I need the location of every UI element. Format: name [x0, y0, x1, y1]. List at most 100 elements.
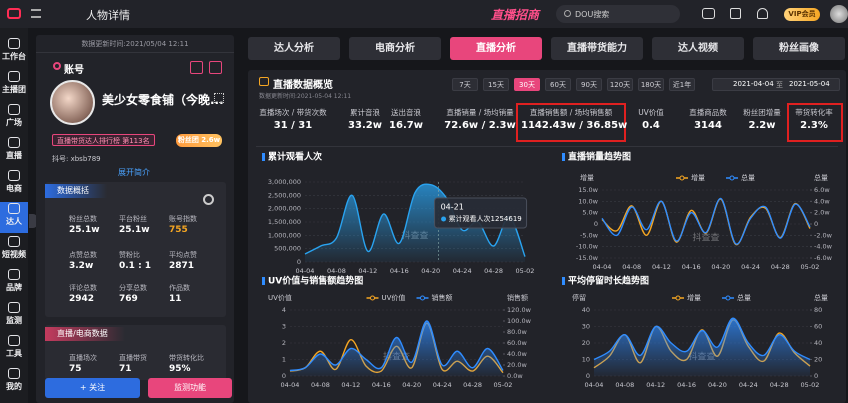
stat-value: 0.1 : 1 [119, 261, 152, 271]
expand-intro[interactable]: 展开简介 [118, 168, 150, 177]
x-tick-label: 04-20 [421, 267, 440, 275]
x-tick-label: 04-28 [484, 267, 503, 275]
sidebar-label[interactable]: 监测 [6, 316, 22, 325]
overview-stat-value: 72.6w / 2.3w [444, 120, 516, 131]
chart-title: UV价值与销售额趋势图 [268, 275, 363, 287]
sidebar-toggle[interactable] [29, 214, 37, 228]
x-tick-label: 04-20 [402, 381, 421, 389]
qr-icon[interactable] [214, 93, 224, 103]
sidebar-icon[interactable] [8, 203, 20, 214]
period-button[interactable]: 15天 [483, 78, 509, 91]
icon[interactable] [730, 8, 741, 19]
tab[interactable]: 直播带货能力 [551, 37, 643, 60]
stat-value: 3.2w [69, 261, 94, 271]
sidebar-label[interactable]: 品牌 [6, 283, 22, 292]
monitor-button[interactable]: 监测功能 [148, 378, 232, 398]
panel-divider [36, 52, 234, 53]
sidebar-icon[interactable] [8, 137, 20, 148]
page-title: 人物详情 [86, 9, 130, 22]
sidebar-icon[interactable] [8, 302, 20, 313]
sidebar-label[interactable]: 工具 [6, 349, 22, 358]
sidebar-label[interactable]: 达人 [6, 217, 22, 226]
period-button[interactable]: 30天 [514, 78, 540, 91]
overview-stat-value: 0.4 [642, 120, 660, 131]
date-range[interactable] [712, 78, 840, 91]
y2-tick-label: 60 [814, 323, 822, 331]
y-tick-label: 2 [282, 339, 286, 347]
y2-axis-label: 总量 [814, 293, 828, 302]
tab[interactable]: 电商分析 [349, 37, 441, 60]
tab[interactable]: 达人视频 [652, 37, 744, 60]
legend-label: 总量 [741, 173, 755, 182]
chart-title: 直播销量趋势图 [568, 151, 631, 163]
sidebar-label[interactable]: 直播 [6, 151, 22, 160]
menu-icon[interactable] [31, 9, 41, 18]
user-avatar[interactable] [830, 5, 848, 23]
icon[interactable] [757, 8, 768, 19]
stat-value: 25.1w [119, 225, 150, 235]
rank-badge[interactable]: 直播带货达人排行榜 第113名 [52, 134, 155, 146]
period-button[interactable]: 120天 [607, 78, 633, 91]
y-tick-label: 15.0w [578, 186, 598, 194]
legend-dot [675, 295, 681, 301]
refresh-button[interactable] [203, 194, 214, 205]
search-box[interactable] [556, 5, 680, 23]
y-tick-label: -10.0w [576, 243, 599, 251]
x-tick-label: 04-16 [390, 267, 409, 275]
export-button[interactable] [190, 61, 203, 74]
stat-label: 点赞总数 [69, 251, 97, 259]
x-tick-label: 05-02 [801, 263, 820, 271]
period-button[interactable]: 90天 [576, 78, 602, 91]
period-button[interactable]: 180天 [638, 78, 664, 91]
area [305, 184, 525, 262]
y2-tick-label: 0.0w [507, 372, 523, 380]
sidebar-label[interactable]: 工作台 [2, 52, 26, 61]
tab[interactable]: 达人分析 [248, 37, 340, 60]
sidebar-icon[interactable] [8, 71, 20, 82]
stat-value: 755 [169, 225, 188, 235]
x-tick-label: 04-08 [615, 381, 634, 389]
icon[interactable] [702, 8, 715, 19]
overview-stat-value: 2.2w [748, 120, 776, 131]
sidebar-icon[interactable] [8, 104, 20, 115]
y2-tick-label: 40 [814, 339, 822, 347]
sidebar-label[interactable]: 广场 [6, 118, 22, 127]
sidebar-icon[interactable] [8, 368, 20, 379]
brand[interactable]: 直播招商 [491, 8, 540, 22]
share-button[interactable] [209, 61, 222, 74]
y-tick-label: 10.0w [578, 197, 598, 205]
y2-tick-label: 6.0w [814, 186, 830, 194]
x-tick-label: 04-20 [711, 263, 730, 271]
sidebar-icon[interactable] [8, 170, 20, 181]
tab[interactable]: 粉丝画像 [753, 37, 845, 60]
sidebar-label[interactable]: 电商 [6, 184, 22, 193]
overview-stat-label: 带货转化率 [795, 108, 833, 117]
x-tick-label: 04-24 [741, 263, 760, 271]
vip-badge[interactable]: VIP会员 [784, 8, 820, 21]
follow-button[interactable]: + 关注 [45, 378, 140, 398]
top-bar [0, 0, 848, 28]
y2-axis-label: 销售额 [507, 293, 528, 302]
y-tick-label: 40 [582, 306, 590, 314]
logo [7, 8, 21, 19]
sidebar-icon[interactable] [8, 38, 20, 49]
x-tick-label: 04-08 [327, 267, 346, 275]
stat-label: 带货转化比 [169, 354, 204, 362]
sidebar-label[interactable]: 短视频 [2, 250, 26, 259]
stat-value: 769 [119, 294, 138, 304]
y2-tick-label: 40.0w [507, 350, 527, 358]
period-button[interactable]: 60天 [545, 78, 571, 91]
stat-value: 11 [169, 294, 182, 304]
x-tick-label: 05-02 [801, 381, 820, 389]
sidebar-icon[interactable] [8, 269, 20, 280]
sidebar-icon[interactable] [8, 236, 20, 247]
tab[interactable]: 直播分析 [450, 37, 542, 60]
y2-tick-label: 80.0w [507, 328, 527, 336]
sidebar-icon[interactable] [8, 335, 20, 346]
overview-stat-label: 直播销量 / 场均销量 [446, 108, 514, 117]
date-from: 2021-04-04 [733, 80, 774, 88]
sidebar-label[interactable]: 我的 [6, 382, 22, 391]
period-button[interactable]: 近1年 [669, 78, 695, 91]
sidebar-label[interactable]: 主播团 [2, 85, 26, 94]
period-button[interactable]: 7天 [452, 78, 478, 91]
